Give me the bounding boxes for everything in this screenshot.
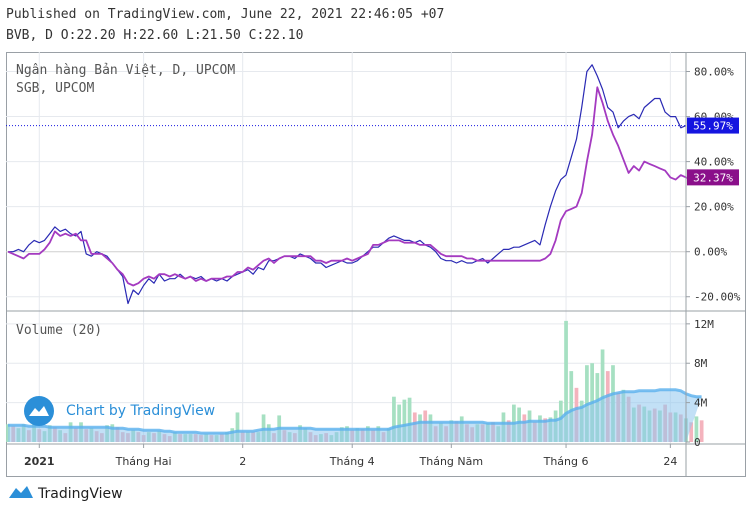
volume-bar <box>694 416 699 442</box>
volume-bar <box>689 422 694 442</box>
price-tick-label: 20.00% <box>694 201 734 214</box>
volume-ma-area <box>8 389 702 442</box>
volume-bar <box>235 412 240 442</box>
volume-bar <box>600 349 605 442</box>
volume-ma <box>8 388 702 442</box>
badge-box <box>687 169 739 186</box>
volume-tick-label: 12M <box>694 318 714 331</box>
legend-main-symbol: Ngân hàng Bản Việt, D, UPCOM <box>16 63 236 78</box>
time-tick-label: 24 <box>663 455 677 468</box>
time-tick-label: Tháng Hai <box>115 455 172 468</box>
bvb-line <box>8 64 687 305</box>
sgb-line <box>7 86 702 287</box>
badge-label: 55.97% <box>693 120 733 133</box>
volume-bar <box>392 396 396 442</box>
volume-tick-label: 8M <box>694 357 708 370</box>
badge-box <box>687 117 739 134</box>
time-tick-label: Tháng 6 <box>543 455 589 468</box>
volume-bar <box>564 320 568 442</box>
tradingview-logo-icon <box>24 396 54 426</box>
volume-tick-label: 0 <box>694 436 701 449</box>
price-lines <box>6 64 702 305</box>
tradingview-logo-icon <box>8 484 34 504</box>
price-tick-label: 40.00% <box>694 156 734 169</box>
volume-bar <box>569 371 574 442</box>
volume-tick-label: 4M <box>694 397 708 410</box>
published-caption: Published on TradingView.com, June 22, 2… <box>6 7 445 22</box>
chart-frame[interactable] <box>6 52 746 477</box>
sgb-last-badge: 32.37% <box>687 169 739 186</box>
time-tick-label: 2 <box>239 455 246 468</box>
price-tick-label: 0.00% <box>694 246 727 259</box>
volume-bar <box>699 420 704 442</box>
volume-bar <box>407 397 412 442</box>
grid-lines <box>6 52 686 444</box>
volume-bar <box>402 399 407 442</box>
time-tick-label: 2021 <box>24 455 55 468</box>
time-tick-label: Tháng Năm <box>419 455 484 468</box>
watermark-text: Chart by TradingView <box>66 403 216 419</box>
price-tick-label: -20.00% <box>694 291 741 304</box>
volume-ma-line <box>8 388 702 435</box>
bvb-last-badge: 55.97% <box>687 117 739 134</box>
price-tick-label: 80.00% <box>694 66 734 79</box>
last-value-badges: 55.97% 32.37% <box>687 117 739 186</box>
legend-volume: Volume (20) <box>16 323 103 338</box>
legend-compare-symbol: SGB, UPCOM <box>16 81 95 96</box>
time-tick-label: Tháng 4 <box>329 455 375 468</box>
ohlc-readout: BVB, D O:22.20 H:22.60 L:21.50 C:22.10 <box>6 28 304 43</box>
volume-bar <box>397 404 402 442</box>
footer-text: TradingView <box>38 486 123 502</box>
footer-brand[interactable]: TradingView <box>8 484 123 504</box>
badge-label: 32.37% <box>693 171 733 184</box>
chart-watermark[interactable]: Chart by TradingView <box>24 396 215 426</box>
